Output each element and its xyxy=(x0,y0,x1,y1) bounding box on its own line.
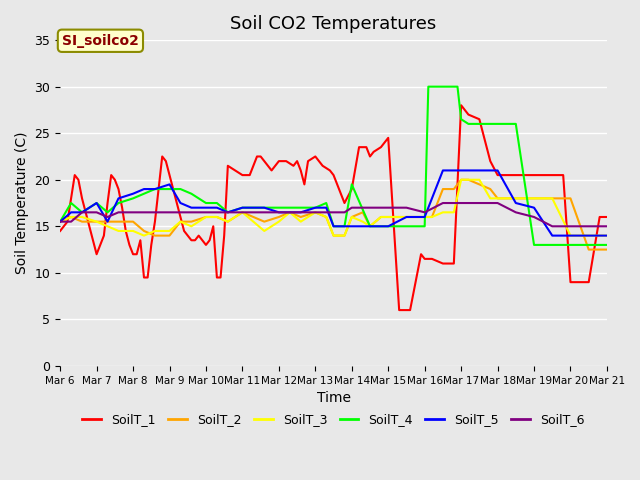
Title: Soil CO2 Temperatures: Soil CO2 Temperatures xyxy=(230,15,436,33)
Y-axis label: Soil Temperature (C): Soil Temperature (C) xyxy=(15,132,29,274)
X-axis label: Time: Time xyxy=(317,391,351,405)
Legend: SoilT_1, SoilT_2, SoilT_3, SoilT_4, SoilT_5, SoilT_6: SoilT_1, SoilT_2, SoilT_3, SoilT_4, Soil… xyxy=(77,408,589,432)
Text: SI_soilco2: SI_soilco2 xyxy=(62,34,139,48)
